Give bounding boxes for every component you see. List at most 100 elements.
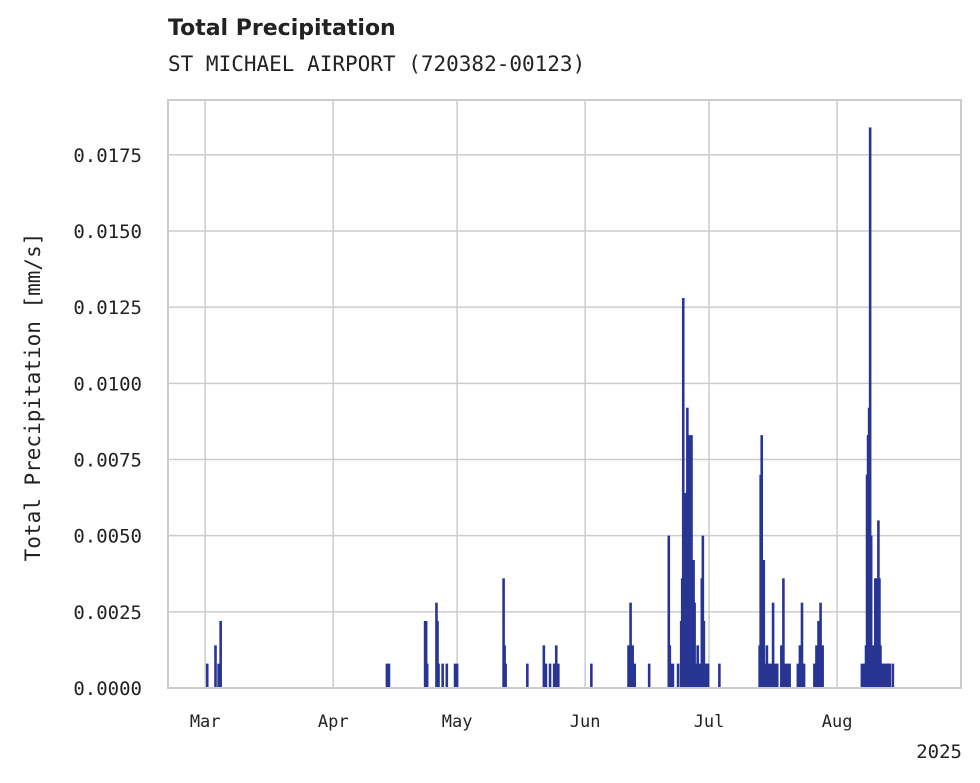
chart-title: Total Precipitation [168,16,396,41]
precipitation-bar [878,578,881,688]
year-label: 2025 [916,741,962,763]
precipitation-bar [860,663,864,688]
x-tick-label: Aug [822,712,853,732]
precipitation-bar [686,407,689,688]
precipitation-bar [681,298,685,688]
precipitation-bar [647,663,651,688]
precipitation-bar [671,663,675,688]
bar-series [205,127,895,689]
precipitation-bar [387,663,391,688]
precipitation-bar [765,645,769,688]
precipitation-bar [821,645,824,688]
precipitation-bar [769,663,773,688]
x-axis-ticks: Mar Apr May Jun Jul Aug [190,712,853,732]
y-axis-label: Total Precipitation [mm/s] [21,233,45,562]
precipitation-bar [784,663,787,688]
precipitation-bar [548,663,552,688]
precipitation-bar [875,578,878,688]
precipitation-bar [883,663,886,688]
y-tick-label: 0.0175 [73,145,142,167]
precipitation-bar [868,127,872,689]
precipitation-bar [552,663,556,688]
precipitation-bar [813,663,816,688]
precipitation-bar [502,578,505,688]
precipitation-bar [802,663,806,688]
precipitation-bar [780,645,783,688]
precipitation-bar [629,602,632,688]
precipitation-bar [775,663,779,688]
precipitation-bar [385,663,389,688]
precipitation-bar [869,535,873,688]
x-tick-label: Jun [570,712,601,732]
x-tick-label: Apr [318,712,349,732]
precipitation-bar [762,560,766,688]
precipitation-bar [633,663,637,688]
precipitation-bar [788,663,791,688]
precipitation-bar [554,645,558,688]
precipitation-bar [862,663,866,688]
precipitation-bar [445,663,449,688]
precipitation-bar [425,663,429,688]
precipitation-bar [817,620,820,688]
precipitation-bar [782,578,785,688]
precipitation-bar [544,663,548,688]
y-tick-label: 0.0125 [73,297,142,319]
x-tick-label: Mar [190,712,221,732]
precipitation-bar [798,645,802,688]
precipitation-bar [441,663,444,688]
precipitation-bar [669,663,673,688]
precipitation-bar [437,663,440,688]
precipitation-bar [763,663,767,688]
precipitation-bar [767,663,771,688]
precipitation-bar [557,663,560,688]
precipitation-bar [542,645,546,688]
precipitation-bar [205,663,209,688]
precipitation-bar [771,602,775,688]
precipitation-bar [455,663,459,688]
precipitation-bar [676,663,680,688]
y-tick-label: 0.0100 [73,373,142,395]
y-tick-label: 0.0000 [73,678,142,700]
grid-lines [168,100,961,689]
precipitation-bar [631,645,634,688]
x-tick-label: May [442,712,473,732]
precipitation-bar [702,620,706,688]
precipitation-bar [693,602,696,688]
precipitation-bar [214,645,217,688]
precipitation-bar [796,663,800,688]
precipitation-bar [773,663,777,688]
precipitation-bar [800,602,804,688]
y-axis-ticks: 0.0000 0.0025 0.0050 0.0075 0.0100 0.0125 0.01… [73,145,142,700]
precipitation-bar [436,620,439,688]
precipitation-bar [504,663,507,688]
precipitation-bar [219,620,222,688]
y-tick-label: 0.0025 [73,602,142,624]
precipitation-bar [891,663,895,688]
x-tick-label: Jul [694,712,725,732]
precipitation-bar [698,663,702,688]
y-tick-label: 0.0075 [73,450,142,472]
precipitation-bar [819,602,822,688]
precipitation-bar [667,535,671,688]
precipitation-bar [690,435,693,688]
precipitation-bar [694,663,697,688]
plot-frame [167,99,962,689]
precipitation-bar [760,435,764,688]
precipitation-bar [706,663,710,688]
precipitation-bar [526,663,529,688]
precipitation-bar [590,663,593,688]
precipitation-bar [718,663,721,688]
precipitation-bar [217,663,220,688]
precipitation-bar [453,663,457,688]
precipitation-bar [701,535,705,688]
chart-subtitle: ST MICHAEL AIRPORT (720382-00123) [168,52,586,76]
precipitation-bar [815,645,818,688]
precipitation-bar [871,645,875,688]
precipitation-bar [627,645,630,688]
y-tick-label: 0.0150 [73,221,142,243]
precipitation-bar [888,663,892,688]
y-tick-label: 0.0050 [73,526,142,548]
precipitation-bar [786,663,789,688]
precipitation-bar [424,620,428,688]
